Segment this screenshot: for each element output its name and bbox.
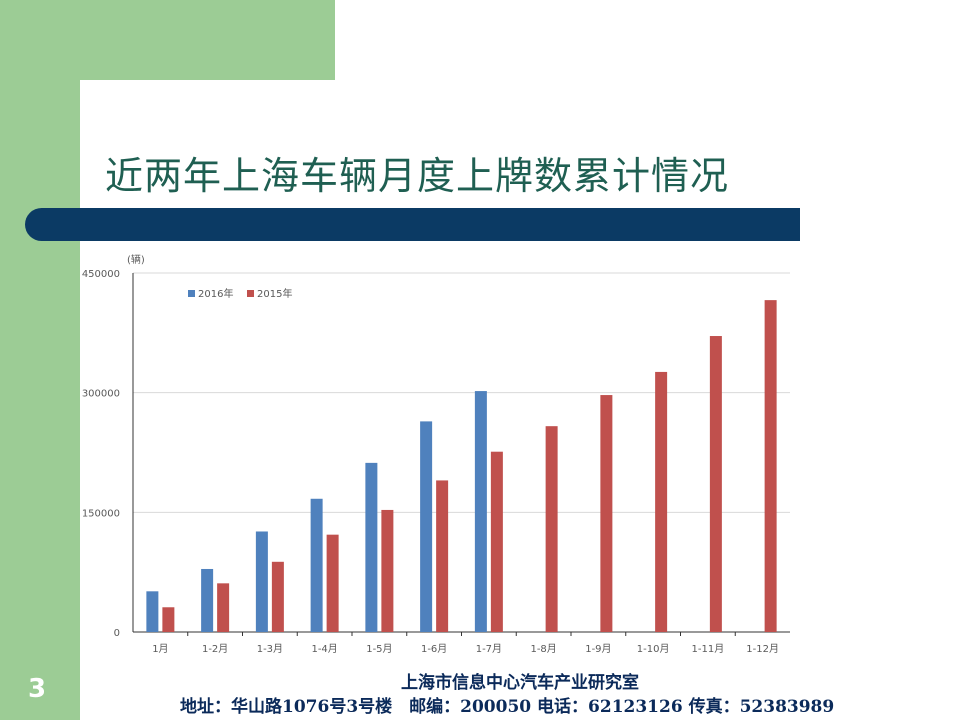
- bar-2015-2: [271, 561, 284, 632]
- bar-2015-5: [436, 480, 449, 632]
- green-side-band: [0, 0, 80, 720]
- x-tick-label: 1-12月: [746, 643, 779, 655]
- bar-2016-6: [474, 391, 487, 632]
- bar-2015-0: [162, 607, 175, 632]
- y-tick-label: 300000: [82, 389, 120, 400]
- x-tick-label: 1-3月: [257, 643, 283, 655]
- x-tick-label: 1-11月: [692, 643, 725, 655]
- y-tick-label: 0: [114, 628, 120, 639]
- x-tick-label: 1-4月: [311, 643, 337, 655]
- bar-2015-7: [545, 426, 558, 632]
- y-tick-label: 450000: [82, 269, 120, 280]
- bar-2016-1: [201, 568, 214, 632]
- x-tick-label: 1-9月: [585, 643, 611, 655]
- bar-2016-0: [146, 591, 159, 632]
- bar-2015-8: [600, 395, 613, 632]
- bar-2016-3: [310, 498, 323, 632]
- bar-2015-3: [326, 534, 339, 632]
- bar-2015-9: [655, 371, 668, 632]
- x-tick-label: 1-7月: [476, 643, 502, 655]
- bar-2016-5: [420, 421, 433, 632]
- content-corner: [80, 80, 200, 200]
- x-tick-label: 1月: [152, 643, 168, 655]
- bar-2015-4: [381, 509, 394, 632]
- footer-contact: 地址：华山路1076号3号楼 邮编：200050 电话：62123126 传真：…: [180, 697, 835, 717]
- legend-label: 2016年: [198, 287, 233, 300]
- title-divider-bar: [25, 208, 800, 241]
- legend-swatch: [188, 290, 195, 297]
- bar-2015-6: [490, 451, 503, 632]
- slide-title: 近两年上海车辆月度上牌数累计情况: [105, 154, 730, 198]
- x-tick-label: 1-6月: [421, 643, 447, 655]
- bar-2016-2: [255, 531, 268, 632]
- footer-organization: 上海市信息中心汽车产业研究室: [401, 673, 639, 693]
- bar-2015-1: [217, 583, 230, 632]
- x-tick-label: 1-8月: [530, 643, 556, 655]
- y-tick-label: 150000: [82, 508, 120, 519]
- green-top-band: [0, 0, 335, 80]
- x-tick-label: 1-2月: [202, 643, 228, 655]
- page-number: 3: [28, 674, 47, 704]
- legend-label: 2015年: [257, 287, 292, 300]
- bar-2016-4: [365, 462, 378, 632]
- bar-2015-10: [709, 336, 722, 632]
- x-tick-label: 1-10月: [637, 643, 670, 655]
- legend-swatch: [247, 290, 254, 297]
- bar-2015-11: [764, 300, 777, 632]
- y-axis-label: (辆): [127, 253, 145, 266]
- x-tick-label: 1-5月: [366, 643, 392, 655]
